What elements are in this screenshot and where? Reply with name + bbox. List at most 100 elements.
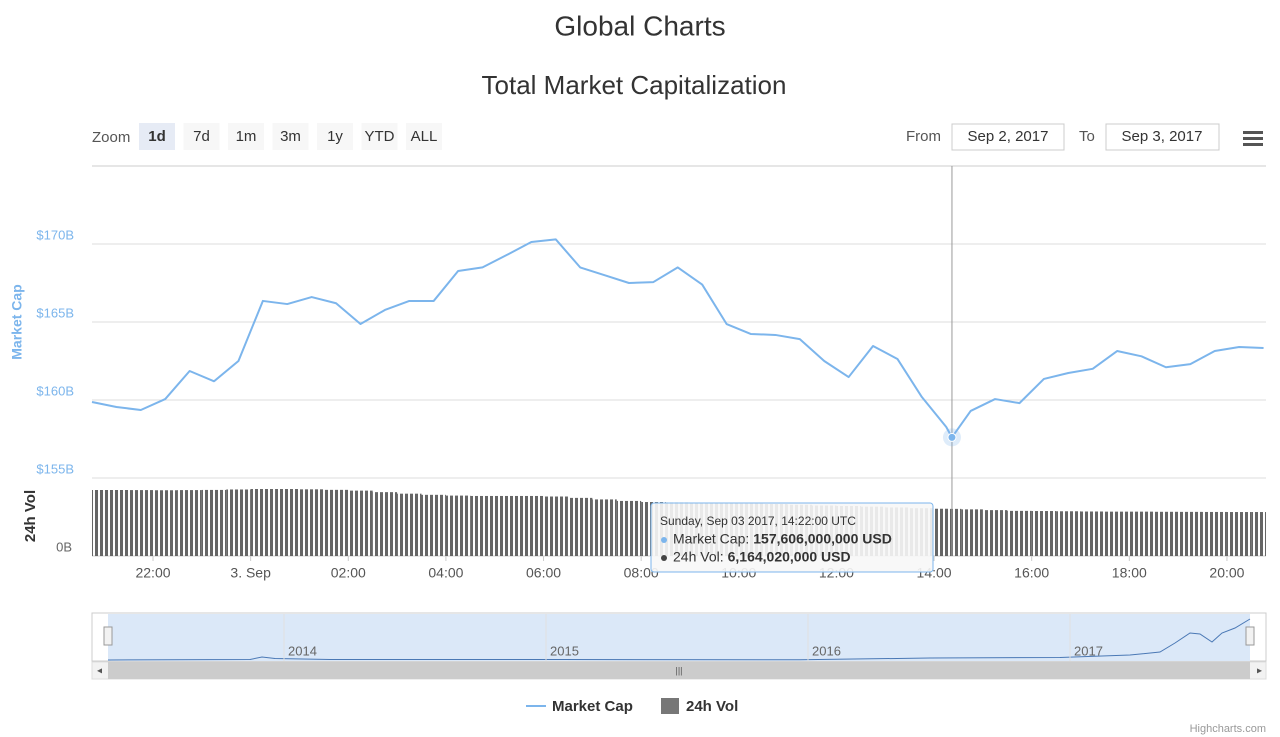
volume-bar (1153, 511, 1179, 556)
scroll-grip[interactable]: ||| (675, 665, 682, 675)
volume-bar (104, 490, 129, 556)
from-label: From (906, 128, 941, 145)
navigator-line (107, 618, 1251, 661)
volume-bar (519, 495, 544, 556)
volume-bar (1178, 511, 1203, 556)
zoom-button[interactable] (272, 123, 309, 150)
volume-bar (961, 509, 983, 556)
volume-bar (567, 497, 593, 556)
volume-bar (128, 490, 154, 556)
x-tick-label: 3. Sep (230, 565, 271, 581)
tooltip-bullet (661, 555, 667, 561)
volume-bar (323, 489, 349, 556)
page-title: Global Charts (554, 10, 725, 41)
menu-bar[interactable] (1243, 143, 1263, 146)
legend-symbol[interactable] (661, 698, 679, 714)
navigator-selection[interactable] (108, 614, 1250, 661)
zoom-button[interactable] (361, 123, 398, 150)
scroll-right[interactable]: ▸ (1257, 666, 1262, 677)
zoom-button[interactable] (406, 123, 442, 150)
credits[interactable]: Highcharts.com (1190, 723, 1266, 735)
volume-bar (275, 489, 300, 556)
to-value[interactable]: Sep 3, 2017 (1122, 128, 1203, 145)
tooltip-header: Sunday, Sep 03 2017, 14:22:00 UTC (660, 514, 856, 528)
x-tick-label: 08:00 (624, 565, 659, 581)
navigator-label: 2015 (550, 643, 579, 658)
navigator-label: 2014 (288, 643, 317, 658)
x-tick-label: 04:00 (428, 565, 463, 581)
volume-bar (1202, 511, 1227, 556)
x-tick-label: 06:00 (526, 565, 561, 581)
navigator-handle[interactable] (103, 626, 113, 646)
zoom-button-label[interactable]: 3m (280, 128, 301, 145)
volume-bar (934, 508, 950, 556)
legend-label[interactable]: Market Cap (552, 698, 633, 715)
y-tick-label: $165B (36, 305, 74, 320)
menu-bar[interactable] (1243, 137, 1263, 140)
navigator-label: 2017 (1074, 643, 1103, 658)
volume-bar (470, 495, 495, 556)
volume-bar (1226, 512, 1252, 556)
volume-bar (592, 499, 617, 556)
zoom-button[interactable] (139, 123, 175, 150)
scrollbar-thumb[interactable] (108, 662, 1250, 679)
volume-bar (201, 489, 227, 556)
hover-point (947, 432, 957, 442)
zoom-label: Zoom (92, 129, 130, 146)
volume-bar (1129, 511, 1154, 556)
volume-bar (543, 496, 568, 556)
zoom-button-label[interactable]: 1m (236, 128, 257, 145)
tooltip-box (650, 502, 934, 573)
zoom-button-label[interactable]: 7d (193, 128, 210, 145)
volume-bar (153, 490, 178, 556)
from-input[interactable] (951, 123, 1065, 151)
tooltip-label: 24h Vol: (673, 549, 724, 565)
legend-label[interactable]: 24h Vol (686, 698, 738, 715)
scroll-left[interactable]: ◂ (97, 666, 102, 677)
y-tick-label: $170B (36, 227, 74, 242)
y2-axis-title: 24h Vol (22, 490, 39, 542)
y-tick-label: $155B (36, 461, 74, 476)
from-value[interactable]: Sep 2, 2017 (968, 128, 1049, 145)
tooltip-label: Market Cap: (673, 531, 749, 547)
volume-bar (949, 508, 962, 556)
x-tick-label: 16:00 (1014, 565, 1049, 581)
to-input[interactable] (1105, 123, 1220, 151)
zoom-button-label[interactable]: ALL (411, 128, 438, 145)
volume-bar (348, 490, 373, 556)
zoom-button-label[interactable]: YTD (365, 128, 395, 145)
volume-bar (1251, 512, 1266, 556)
volume-bar (616, 500, 642, 556)
zoom-button[interactable] (183, 123, 220, 150)
market-cap-line (91, 238, 1264, 439)
to-label: To (1079, 128, 1095, 145)
volume-bar (1031, 511, 1057, 556)
volume-bar (982, 510, 1008, 556)
tooltip-value: 6,164,020,000 USD (728, 549, 851, 565)
chart-title: Total Market Capitalization (482, 70, 787, 100)
volume-bar (1080, 511, 1105, 556)
zoom-button[interactable] (317, 123, 353, 150)
menu-bar[interactable] (1243, 131, 1263, 134)
volume-bar (92, 490, 105, 556)
navigator-handle[interactable] (1245, 626, 1255, 646)
y-axis-title: Market Cap (9, 284, 25, 359)
x-tick-label: 02:00 (331, 565, 366, 581)
volume-bar (421, 494, 446, 556)
menu-button[interactable] (1243, 131, 1263, 146)
volume-bar (1007, 510, 1032, 556)
zoom-button-label[interactable]: 1y (327, 128, 343, 145)
x-tick-label: 18:00 (1112, 565, 1147, 581)
volume-bar (445, 495, 471, 556)
volume-bar (494, 495, 520, 556)
volume-bar (177, 490, 202, 556)
volume-bar (372, 492, 398, 556)
volume-bar (397, 493, 422, 556)
x-tick-label: 20:00 (1209, 565, 1244, 581)
y-tick-label: $160B (36, 383, 74, 398)
zoom-button-label[interactable]: 1d (148, 128, 166, 145)
tooltip-bullet (661, 537, 667, 543)
zoom-button[interactable] (228, 123, 264, 150)
